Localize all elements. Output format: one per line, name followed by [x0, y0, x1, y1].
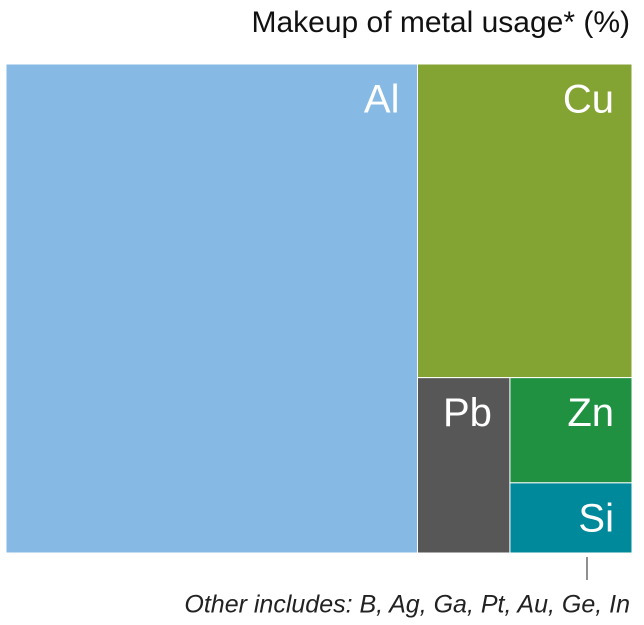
cell-label: Cu — [563, 78, 614, 122]
cell-label: Al — [364, 78, 400, 122]
cell-label: Pb — [443, 391, 492, 435]
cell-label: Zn — [567, 391, 614, 435]
treemap-cell — [5, 63, 418, 554]
treemap-cell — [509, 482, 633, 554]
annotation: Other includes: B, Ag, Ga, Pt, Au, Ge, I… — [184, 591, 630, 619]
treemap-cell — [416, 377, 511, 554]
cell-label: Si — [578, 496, 614, 540]
chart-title: Makeup of metal usage* (%) — [251, 6, 630, 39]
